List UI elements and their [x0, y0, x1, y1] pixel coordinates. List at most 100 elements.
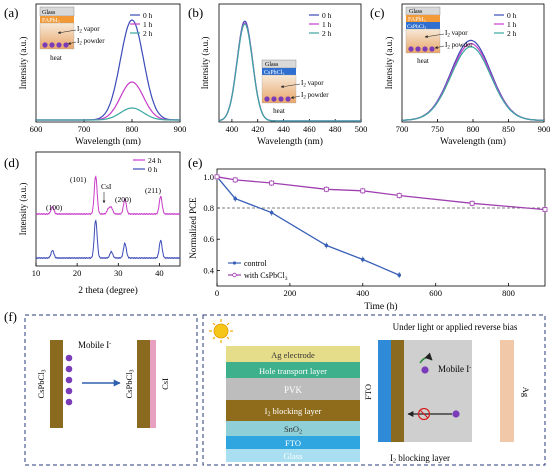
iodide-ion: [65, 354, 73, 362]
i2-bottom-sub: 2: [393, 459, 396, 465]
panel-label-c: (c): [370, 5, 384, 20]
sno2-sub: 2: [299, 430, 302, 436]
panel-label-b: (b): [188, 5, 203, 20]
svg-text:FAPbI3: FAPbI3: [408, 17, 426, 24]
x-tick-label: 700: [396, 124, 409, 134]
i2-powder-particle: [278, 96, 284, 102]
legend-a: 0 h 1 h 2 h: [130, 11, 153, 38]
panel-label-d: (d): [4, 155, 19, 170]
vapor-label: I: [77, 25, 80, 33]
data-point-cspbcl3: [396, 193, 402, 198]
i2-sub: 2: [267, 412, 270, 418]
powder-label: I: [301, 91, 304, 99]
forbidden-icon: [417, 407, 431, 421]
panel-e: (e) 0 200 400 600 800 0.4 0.6 0.8 1.0 Time (h) N…: [188, 155, 548, 312]
xrd-pattern-24h: [35, 175, 181, 216]
htl-label: Hole transport layer: [259, 366, 327, 376]
x-tick-label: 500: [355, 124, 368, 134]
spectra-c: [402, 39, 544, 121]
x-tick-label: 750: [431, 124, 444, 134]
panel-a: (a) 600 700 800 900 Wavelength (nm) Intensi…: [4, 3, 186, 147]
spectrum-1h: [36, 81, 180, 121]
pce-line-control: [216, 176, 400, 276]
mobile-ion-right-label: Mobile I: [438, 364, 469, 374]
x-tick-label: 800: [467, 124, 480, 134]
y-tick-label: 0.8: [203, 203, 214, 213]
powder-arrow: [290, 95, 301, 99]
svg-text:Mobile I-: Mobile I-: [438, 364, 471, 374]
vapor-arrow: [424, 33, 445, 39]
panel-d: (d) 10 20 30 40 2 theta (degree) Intensity …: [4, 151, 181, 296]
heat-label: heat: [417, 57, 429, 65]
panel-label-e: (e): [188, 155, 202, 170]
spectrum-2h: [36, 107, 180, 121]
sun-icon: [209, 319, 233, 343]
svg-text:CsPbCl3: CsPbCl3: [264, 70, 284, 77]
legend-label: 24 h: [148, 156, 161, 165]
vapor-sub: 2: [79, 30, 82, 35]
pvk-label: PVK: [284, 385, 303, 395]
x-axis-label-b: Wavelength (nm): [257, 136, 323, 147]
mobile-ion-label: Mobile I: [78, 340, 109, 350]
iodide-ion: [65, 398, 73, 406]
legend-label: 0 h: [143, 11, 153, 20]
film-subscript: 3: [282, 72, 284, 77]
vapor-rest: vapor: [450, 29, 468, 37]
heat-label: heat: [50, 54, 62, 62]
glass-label: Glass: [42, 10, 56, 16]
x-tick-label: 600: [429, 288, 442, 298]
legend-label-cspbcl3: with CsPbCl: [244, 271, 285, 280]
i2-bottom-label: I: [390, 453, 393, 463]
i2-powder-particle: [271, 96, 277, 102]
x-axis-label-a: Wavelength (nm): [75, 136, 141, 147]
legend-label-control: control: [244, 259, 267, 268]
inset-schematic-b: Glass CsPbCl3 I2 vapor I2 powder heat: [261, 59, 329, 115]
i2-powder-particle: [63, 42, 69, 48]
powder-label: I: [77, 37, 80, 45]
film-subscript: 3: [58, 20, 60, 25]
csi-layer: [150, 340, 156, 428]
powder-label: I: [445, 41, 448, 49]
data-point-cspbcl3: [360, 188, 366, 194]
ag-bar: [500, 340, 514, 442]
glass-label: Glass: [284, 451, 303, 461]
i2-powder-particle: [285, 96, 291, 102]
x-axis-label-c: Wavelength (nm): [440, 136, 506, 147]
x-tick-label: 400: [226, 124, 239, 134]
x-tick-label: 850: [502, 124, 515, 134]
axis-ticks-e: 0 200 400 600 800 0.4 0.6 0.8 1.0: [203, 172, 515, 298]
svg-text:Mobile I-: Mobile I-: [78, 340, 111, 350]
x-tick-label: 800: [502, 288, 515, 298]
x-tick-label: 800: [126, 124, 139, 134]
cspbcl3-after-sub: 3: [130, 370, 136, 373]
i2-powder-particle: [422, 46, 428, 52]
powder-rest: powder: [82, 37, 105, 45]
powder-arrow: [434, 45, 445, 49]
legend-marker-cspbcl3: [232, 272, 237, 278]
legend-label: 0 h: [322, 11, 332, 20]
x-tick-label: 420: [251, 124, 264, 134]
device-stack: Ag electrode Hole transport layer PVK I2…: [226, 346, 360, 462]
svg-text:FAPbI3: FAPbI3: [42, 18, 60, 25]
powder-sub: 2: [79, 42, 82, 47]
x-axis-label-d: 2 theta (degree): [78, 285, 138, 296]
x-ticks-d: 10 20 30 40: [32, 263, 164, 278]
spectra-a: [36, 19, 180, 121]
fto-bar: [378, 340, 391, 442]
peak-label-csi: CsI: [101, 182, 112, 191]
x-tick-label: 0: [215, 288, 219, 298]
blocking-bar: [391, 340, 404, 442]
blocking-layer-bottom-label: blocking layer: [396, 453, 450, 463]
x-tick-label: 900: [538, 124, 550, 134]
i2-blocking-layer: [226, 400, 360, 421]
powder-sub: 2: [303, 96, 306, 101]
x-tick-label: 440: [277, 124, 290, 134]
legend-label: 1 h: [322, 20, 332, 29]
spectrum-2h: [218, 23, 361, 122]
i2-label: I: [265, 406, 268, 416]
mechanism-title: Under light or applied reverse bias: [393, 322, 518, 332]
fto-layer: [226, 436, 360, 449]
y-axis-label-b: Intensity (a.u.): [200, 37, 210, 90]
film2-subscript: 3: [424, 26, 426, 31]
x-tick-label: 200: [284, 288, 297, 298]
